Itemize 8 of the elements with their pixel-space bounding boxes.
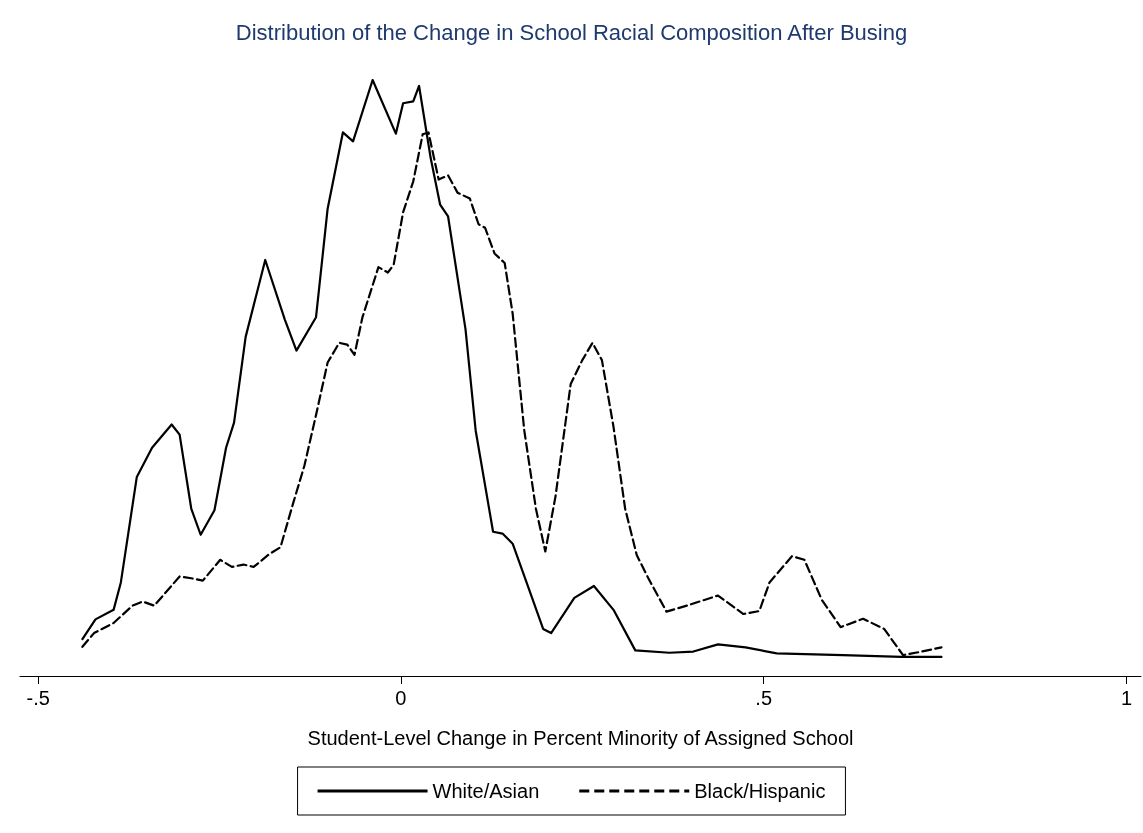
x-tick-label: -.5 xyxy=(26,687,50,709)
chart-title: Distribution of the Change in School Racial Composition After Busing xyxy=(235,19,908,45)
x-axis-title: Student-Level Change in Percent Minority of Assigned School xyxy=(307,727,854,749)
x-tick-label: 0 xyxy=(395,687,407,709)
legend-label: Black/Hispanic xyxy=(694,780,826,802)
legend-label: White/Asian xyxy=(432,780,540,802)
x-tick-label: 1 xyxy=(1120,687,1133,709)
x-tick-label: .5 xyxy=(755,687,773,709)
